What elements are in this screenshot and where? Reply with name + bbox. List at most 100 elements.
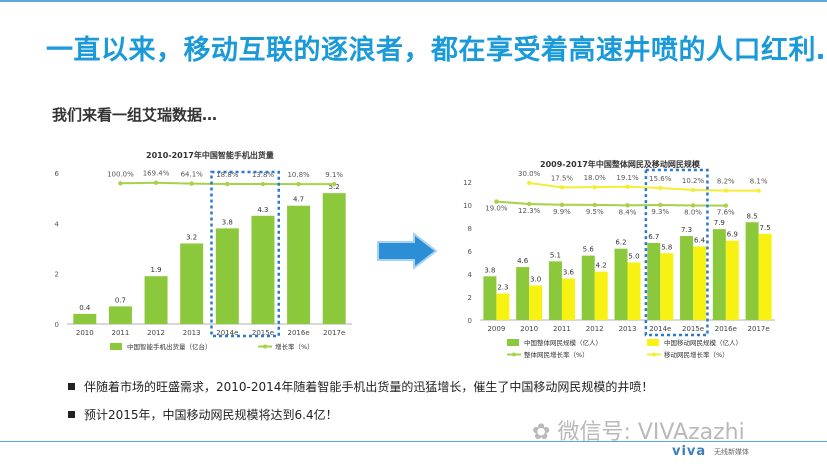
bar-primary [287, 205, 311, 324]
growth-point [723, 188, 729, 193]
x-tick-label: 2017e [323, 329, 345, 337]
growth-point [118, 181, 123, 186]
x-tick-label: 2010 [520, 325, 538, 333]
bar-value-label: 3.2 [186, 233, 197, 241]
bar-value-label: 5.8 [661, 243, 672, 251]
y-tick-label: 0 [55, 321, 59, 329]
growth-point [526, 180, 532, 186]
growth-point [331, 181, 337, 187]
bar-value-label: 3.0 [530, 276, 541, 284]
x-tick-label: 2016e [715, 325, 737, 333]
bullet-1: 伴随着市场的旺盛需求，2010-2014年随着智能手机出货量的迅猛增长，催生了中… [68, 378, 653, 395]
bar-secondary [627, 262, 641, 320]
highlight-box [644, 168, 709, 337]
x-tick-label: 2014e [649, 325, 671, 333]
bar-value-label: 6.7 [648, 233, 659, 241]
bar-secondary [561, 278, 575, 320]
bar-value-label: 4.3 [257, 206, 268, 214]
y-tick-label: 6 [468, 248, 473, 256]
growth-point [625, 203, 630, 208]
x-tick-label: 2010 [76, 329, 94, 337]
bar-primary [647, 242, 661, 320]
legend-label: 移动网民增长率（%） [664, 350, 729, 359]
x-tick-label: 2009 [487, 325, 505, 333]
x-tick-label: 2014e [216, 329, 238, 337]
growth-label: 169.4% [143, 170, 170, 178]
growth-label: 8.1% [750, 178, 768, 186]
growth-label: 9.1% [325, 171, 343, 179]
legend-label: 中国移动网民规模（亿人） [664, 338, 742, 347]
x-tick-label: 2015e [252, 329, 274, 337]
y-tick-label: 10 [463, 202, 472, 210]
bar-value-label: 7.9 [714, 219, 725, 227]
bar-value-label: 4.6 [517, 257, 529, 265]
growth-point [592, 184, 597, 190]
bar-value-label: 4.2 [596, 262, 607, 270]
bar-value-label: 5.2 [329, 183, 340, 191]
y-tick-label: 4 [468, 271, 473, 279]
bullet-square-icon [68, 383, 75, 390]
bar-value-label: 5.6 [583, 246, 595, 254]
bar-value-label: 0.7 [115, 296, 126, 304]
legend-swatch [647, 339, 659, 346]
wechat-icon: ✿ [532, 420, 551, 445]
bar-value-label: 6.2 [615, 239, 626, 247]
bullet-1-text: 伴随着市场的旺盛需求，2010-2014年随着智能手机出货量的迅猛增长，催生了中… [84, 380, 654, 394]
growth-point [690, 203, 696, 208]
bullet-square-icon [68, 411, 75, 418]
chart2-netizen-scale: 0 2 4 6 8 10 12 3.8 4.6 5.1 5.6 6.2 6.7 7.3 7.9 8.5 2.3 3… [463, 168, 775, 359]
bar-primary [712, 229, 726, 320]
highlight-box [210, 170, 280, 338]
legend-swatch-dot [512, 352, 516, 357]
watermark-text: 微信号: VIVAzazhi [557, 420, 745, 445]
growth-point [592, 202, 597, 208]
bar-primary [548, 261, 562, 320]
x-tick-label: 2012 [586, 325, 604, 333]
bar-value-label: 7.3 [681, 226, 692, 234]
growth-line [496, 200, 726, 207]
brand-logo: viva [672, 444, 707, 459]
growth-label: 10.2% [682, 177, 705, 185]
right-arrow-icon [377, 232, 438, 271]
bar-primary [180, 243, 204, 324]
growth-point [494, 199, 499, 204]
x-tick-label: 2016e [288, 329, 310, 337]
growth-label: 8.4% [619, 208, 637, 216]
legend-label: 增长率（%） [275, 342, 314, 351]
growth-label: 9.3% [651, 208, 669, 216]
growth-line [529, 181, 759, 192]
x-tick-label: 2012 [147, 329, 165, 337]
page-title: 一直以来，移动互联的逐浪者，都在享受着高速井喷的人口红利… [46, 35, 827, 66]
bar-secondary [758, 233, 772, 320]
growth-label: 13.8% [252, 171, 275, 179]
growth-point [296, 181, 301, 187]
growth-point [260, 181, 266, 187]
bar-primary [322, 193, 346, 324]
y-tick-label: 6 [55, 170, 60, 178]
x-tick-label: 2011 [112, 329, 130, 337]
x-tick-label: 2011 [553, 325, 571, 333]
growth-label: 17.5% [551, 174, 574, 182]
bar-value-label: 8.5 [747, 212, 758, 220]
bullet-2: 预计2015年，中国移动网民规模将达到6.4亿！ [68, 406, 338, 423]
growth-label: 15.6% [649, 175, 672, 183]
legend-swatch-dot [652, 352, 656, 357]
legend-label: 整体网民增长率（%） [524, 350, 589, 359]
page-subtitle: 我们来看一组艾瑞数据… [52, 106, 218, 124]
bar-primary [215, 228, 239, 324]
bar-primary [73, 313, 97, 324]
bar-secondary [725, 240, 739, 320]
x-tick-label: 2017e [748, 325, 770, 333]
chart2-title: 2009-2017年中国整体网民及移动网民规模 [540, 160, 700, 169]
growth-label: 8.0% [684, 208, 702, 216]
y-tick-label: 2 [468, 294, 472, 302]
bar-primary [581, 255, 595, 320]
bar-secondary [693, 246, 707, 320]
growth-label: 8.2% [717, 178, 735, 186]
growth-point [690, 187, 696, 193]
x-tick-label: 2015e [682, 325, 704, 333]
bar-value-label: 5.0 [628, 253, 639, 261]
bar-primary [516, 267, 530, 320]
bar-primary [144, 276, 168, 324]
growth-label: 100.0% [107, 170, 134, 178]
